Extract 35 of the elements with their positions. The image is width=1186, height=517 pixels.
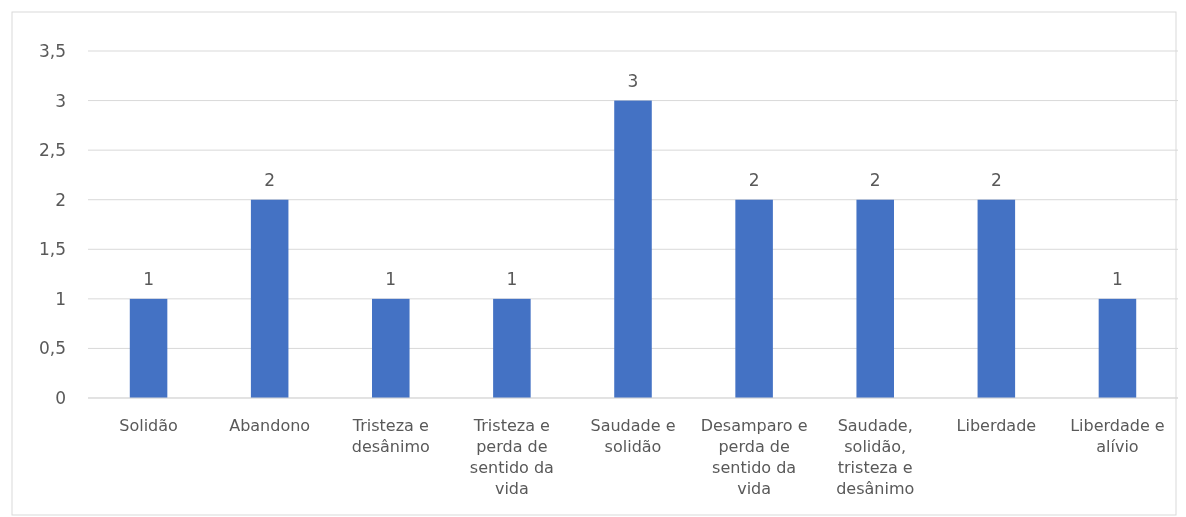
y-tick-label: 2,5 xyxy=(38,140,66,161)
data-label: 2 xyxy=(990,169,1002,190)
x-tick-label: Liberdade e alívio xyxy=(1070,416,1165,456)
data-label: 3 xyxy=(627,70,639,91)
x-tick-label: Saudade, solidão, tristeza e desânimo xyxy=(836,416,915,498)
y-tick-label: 2 xyxy=(55,189,66,210)
bar xyxy=(372,298,410,398)
data-label: 1 xyxy=(143,268,154,289)
bar xyxy=(856,199,894,398)
bar xyxy=(129,298,168,398)
x-tick-label: Saudade e solidão xyxy=(590,416,676,456)
y-tick-label: 1,5 xyxy=(38,239,66,260)
data-label: 2 xyxy=(869,169,881,190)
data-label: 2 xyxy=(264,169,276,190)
bar xyxy=(977,199,1016,398)
bar xyxy=(614,100,652,398)
x-tick-label: Tristeza e perda de sentido da vida xyxy=(469,416,554,498)
data-label: 1 xyxy=(506,268,518,289)
data-label: 2 xyxy=(748,169,760,190)
x-tick-label: Solidão xyxy=(119,416,178,435)
y-tick-label: 0 xyxy=(55,387,66,408)
bar xyxy=(735,199,773,398)
y-tick-label: 1 xyxy=(55,288,66,309)
data-label: 1 xyxy=(1112,268,1123,289)
x-tick-label: Tristeza e desânimo xyxy=(351,416,430,456)
y-tick-label: 0,5 xyxy=(38,338,66,359)
bar xyxy=(1098,298,1137,398)
bar xyxy=(250,199,289,398)
data-label: 1 xyxy=(385,268,397,289)
y-tick-label: 3,5 xyxy=(38,40,66,61)
y-tick-label: 3 xyxy=(55,90,66,111)
bar xyxy=(493,298,531,398)
x-tick-label: Abandono xyxy=(229,416,311,435)
x-tick-label: Liberdade xyxy=(956,416,1037,435)
x-tick-label: Desamparo e perda de sentido da vida xyxy=(700,416,808,498)
